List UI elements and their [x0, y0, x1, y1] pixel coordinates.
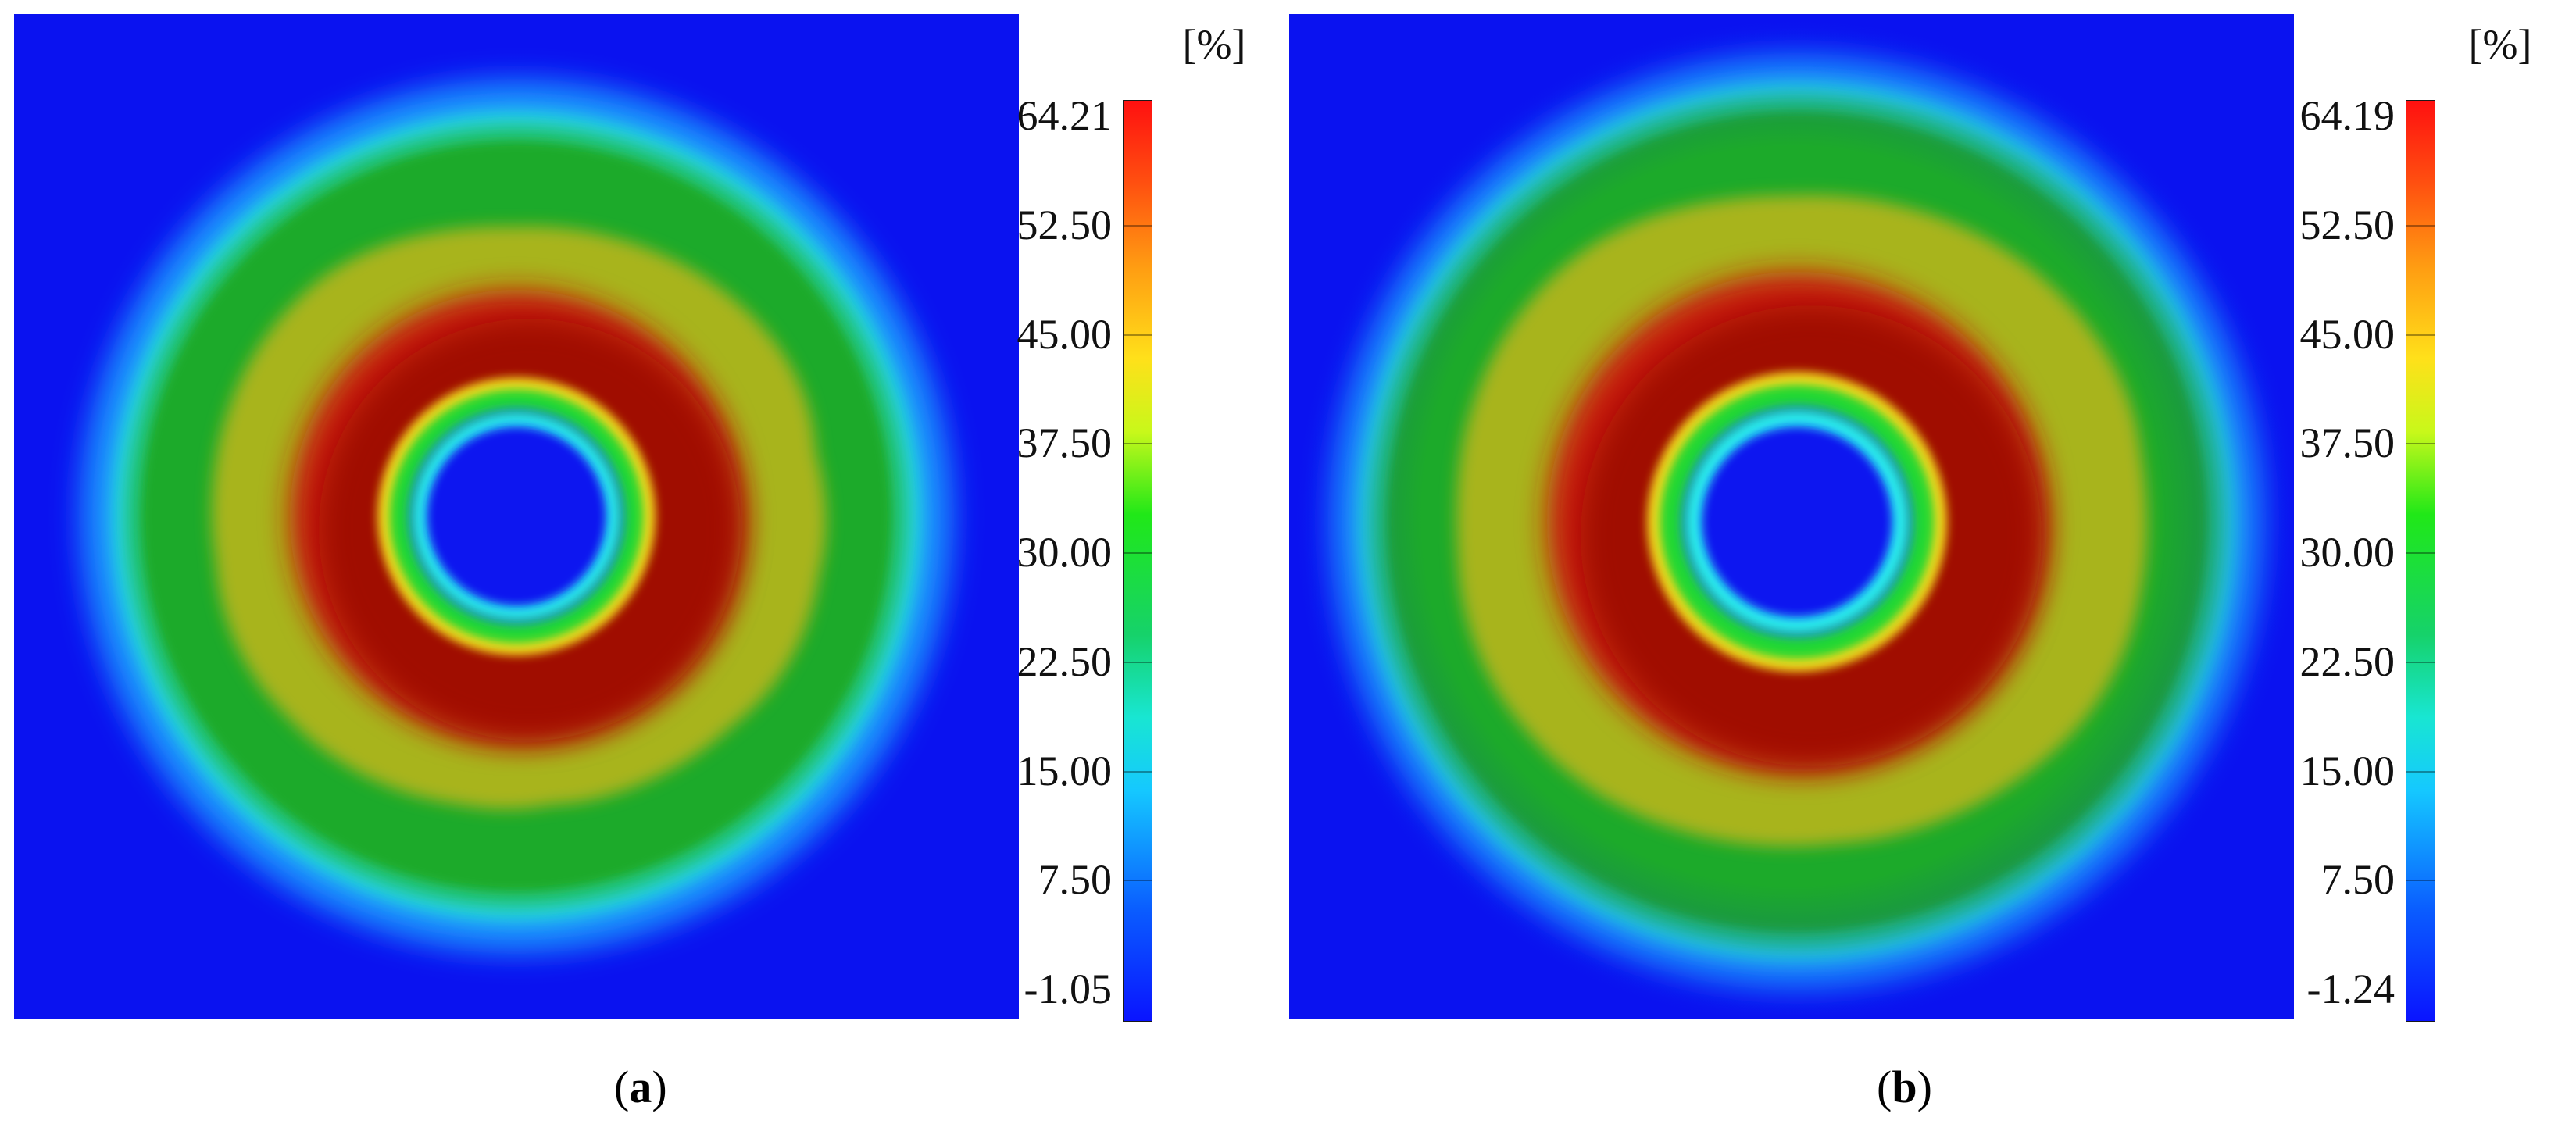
colorbar-tick-label: 15.00 — [2299, 747, 2396, 794]
colorbar-tick-mark — [1124, 552, 1152, 554]
colorbar-tick-mark — [1124, 224, 1152, 227]
colorbar-tick-label: 22.50 — [2299, 637, 2396, 685]
colorbar-tick-label: 45.00 — [1016, 310, 1113, 358]
colorbar-tick-label: 30.00 — [1016, 529, 1113, 576]
colorbar-tick-label: 15.00 — [1016, 747, 1113, 794]
panel-label-b: b — [1892, 1062, 1917, 1112]
colorbar-tick-label: 7.50 — [1038, 856, 1113, 904]
colorbar-tick-mark — [2406, 334, 2435, 336]
contour-field-a — [14, 14, 1019, 1019]
colorbar-tick-label: 52.50 — [1016, 201, 1113, 248]
colorbar-tick-mark — [2406, 443, 2435, 445]
colorbar-tick-label: 37.50 — [2299, 419, 2396, 467]
colorbar-tick-mark — [1124, 770, 1152, 773]
center-hole — [427, 426, 606, 606]
colorbar-tick-mark — [1124, 661, 1152, 663]
colorbar-tick-mark — [2406, 552, 2435, 554]
colorbar-tick-label: 45.00 — [2299, 310, 2396, 358]
colorbar-b — [2406, 100, 2435, 1022]
colorbar-tick-mark — [1124, 334, 1152, 336]
panel-a: [%] 64.21 52.50 45.00 37.50 30.00 22.50 15.00 7… — [14, 14, 1246, 1112]
colorbar-tick-label: 22.50 — [1016, 637, 1113, 685]
colorbar-tick-mark — [1124, 443, 1152, 445]
colorbar-tick-label: 52.50 — [2299, 201, 2396, 248]
colorbar-tick-mark — [2406, 661, 2435, 663]
colorbar-unit-a: [%] — [1182, 21, 1246, 68]
colorbar-tick-label: 30.00 — [2299, 529, 2396, 576]
colorbar-tick-mark — [2406, 880, 2435, 882]
panel-caption-b: (b) — [1877, 1062, 1932, 1112]
panel-b: [%] 64.19 52.50 45.00 37.50 30.00 22.50 15.00 7… — [1289, 0, 2576, 1142]
panel-label-a: a — [629, 1062, 652, 1112]
colorbar-tick-label: -1.24 — [2306, 965, 2395, 1012]
colorbar-tick-mark — [2406, 224, 2435, 227]
contour-plot-b — [1289, 14, 2294, 1019]
colorbar-a — [1123, 100, 1152, 1022]
contour-field-b — [1289, 14, 2294, 1019]
colorbar-tick-label: 37.50 — [1016, 419, 1113, 467]
colorbar-unit-b: [%] — [2468, 21, 2532, 68]
contour-plot-a — [14, 14, 1019, 1019]
colorbar-tick-label: 7.50 — [2321, 856, 2396, 904]
colorbar-tick-label: -1.05 — [1024, 965, 1112, 1012]
panel-caption-a: (a) — [614, 1062, 667, 1112]
colorbar-tick-label: 64.19 — [2299, 92, 2396, 139]
colorbar-tick-label: 64.21 — [1016, 92, 1113, 139]
colorbar-tick-mark — [2406, 770, 2435, 773]
center-hole — [1702, 426, 1892, 617]
colorbar-tick-mark — [1124, 880, 1152, 882]
